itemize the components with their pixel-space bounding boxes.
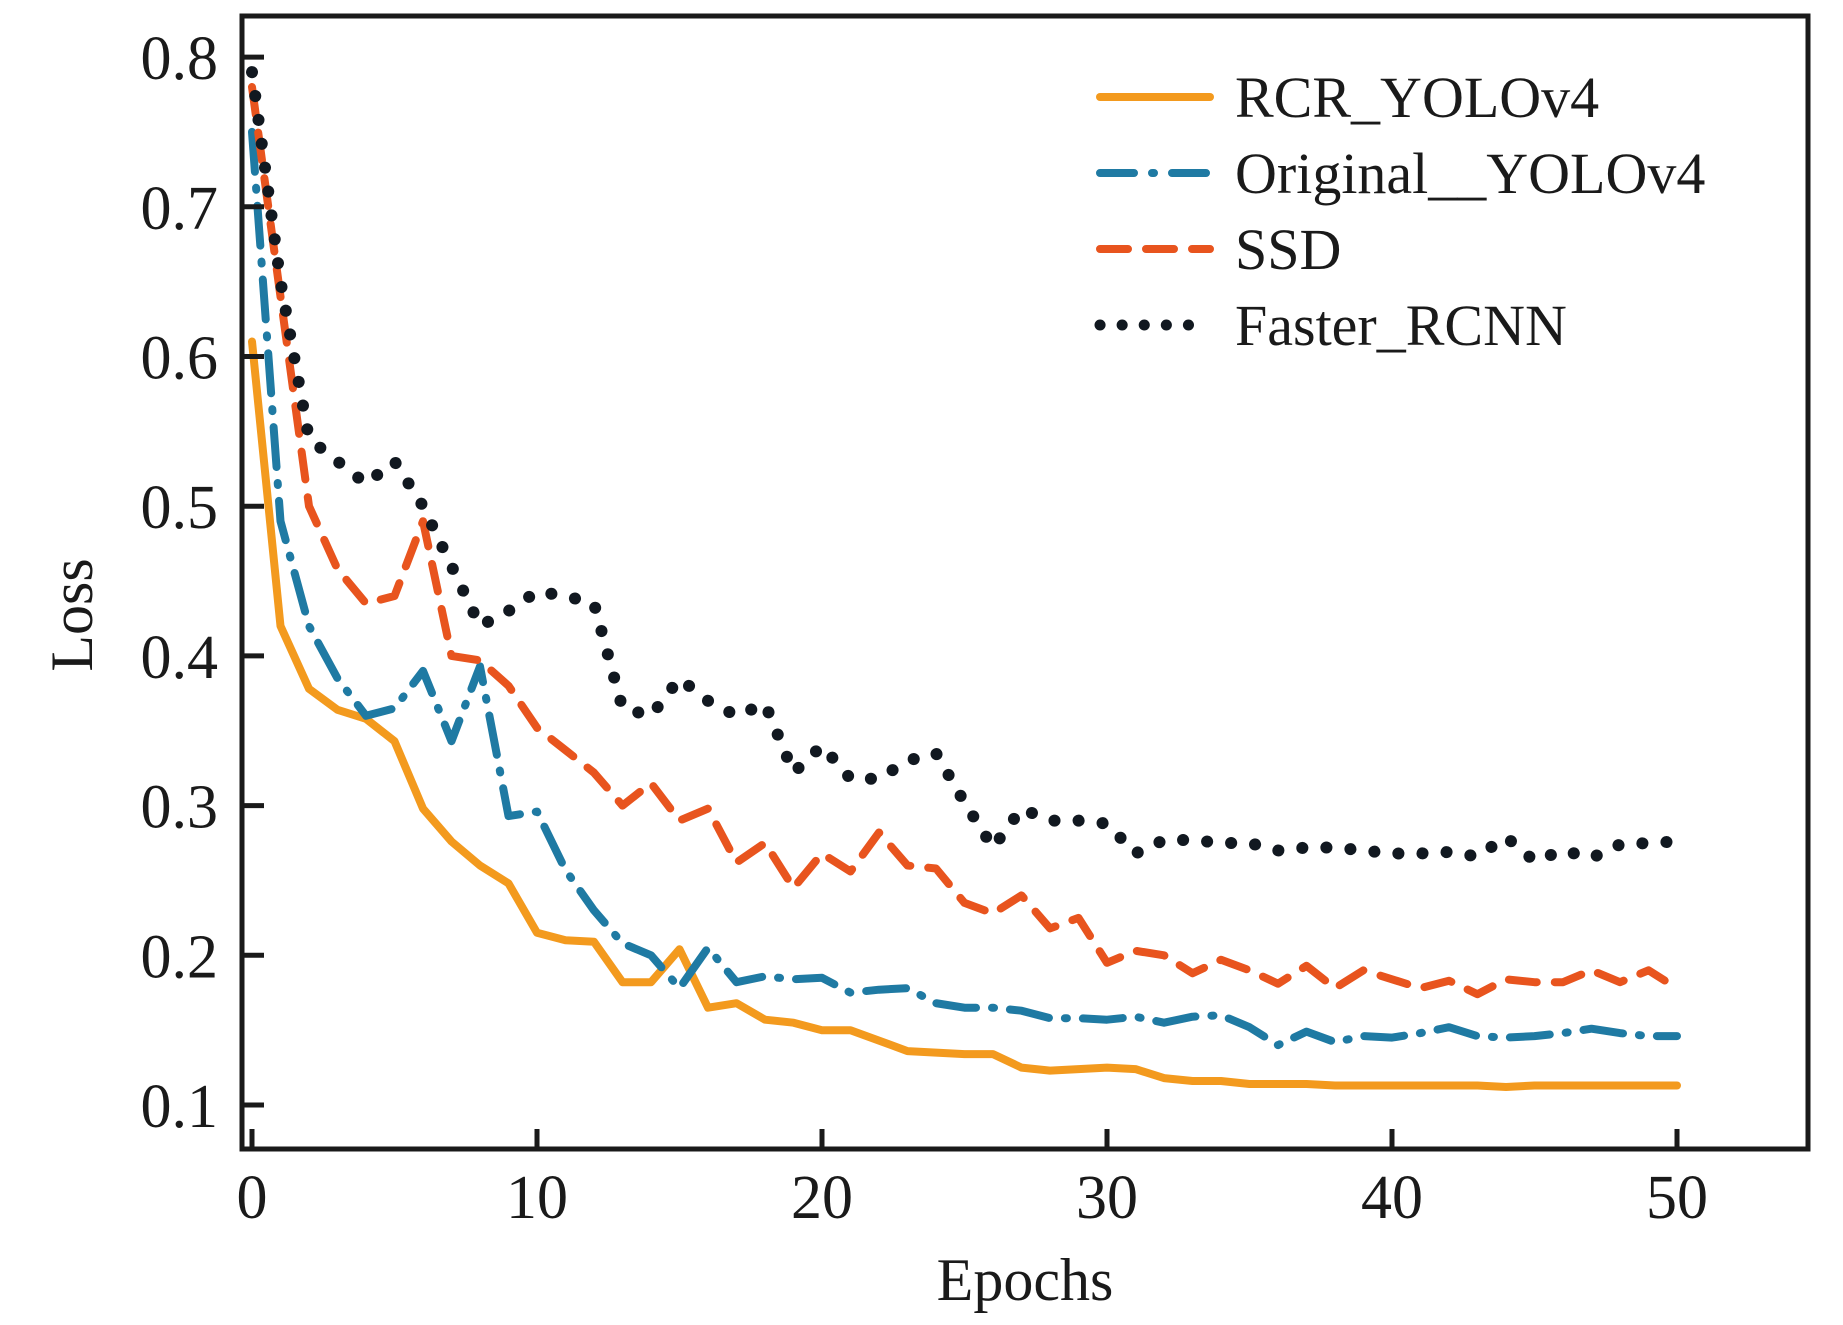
y-tick-label: 0.7 — [141, 175, 219, 243]
legend-label: RCR_YOLOv4 — [1235, 65, 1599, 130]
y-tick-label: 0.2 — [141, 923, 219, 991]
series-line-ssd — [248, 83, 1681, 999]
x-tick-label: 10 — [506, 1164, 568, 1232]
x-tick-label: 20 — [791, 1164, 853, 1232]
x-tick-label: 50 — [1646, 1164, 1708, 1232]
x-axis-ticks: 0 10 20 30 40 50 — [237, 1129, 1708, 1232]
y-axis-label: Loss — [39, 558, 105, 671]
x-tick-label: 0 — [237, 1164, 268, 1232]
series-line-faster-rcnn — [246, 66, 1683, 867]
legend-label: Original__YOLOv4 — [1235, 141, 1705, 206]
series-line-original-yolov4 — [248, 127, 1681, 1050]
y-tick-label: 0.3 — [141, 774, 219, 842]
y-tick-label: 0.5 — [141, 474, 219, 542]
legend: RCR_YOLOv4 Original__YOLOv4 SSD Faster_RCNN — [1094, 65, 1705, 358]
plot-lines — [246, 66, 1683, 1091]
plot-frame — [239, 13, 1811, 1152]
y-tick-label: 0.8 — [141, 25, 219, 93]
y-tick-label: 0.6 — [141, 325, 219, 393]
y-axis-ticks: 0.1 0.2 0.3 0.4 0.5 0.6 0.7 0.8 — [141, 25, 264, 1141]
x-tick-label: 30 — [1076, 1164, 1138, 1232]
legend-label: Faster_RCNN — [1235, 293, 1567, 358]
x-axis-label: Epochs — [937, 1247, 1114, 1313]
legend-label: SSD — [1235, 217, 1341, 282]
y-tick-label: 0.1 — [141, 1073, 219, 1141]
y-tick-label: 0.4 — [141, 624, 219, 692]
x-tick-label: 40 — [1361, 1164, 1423, 1232]
series-line-rcr-yolov4 — [248, 337, 1681, 1091]
